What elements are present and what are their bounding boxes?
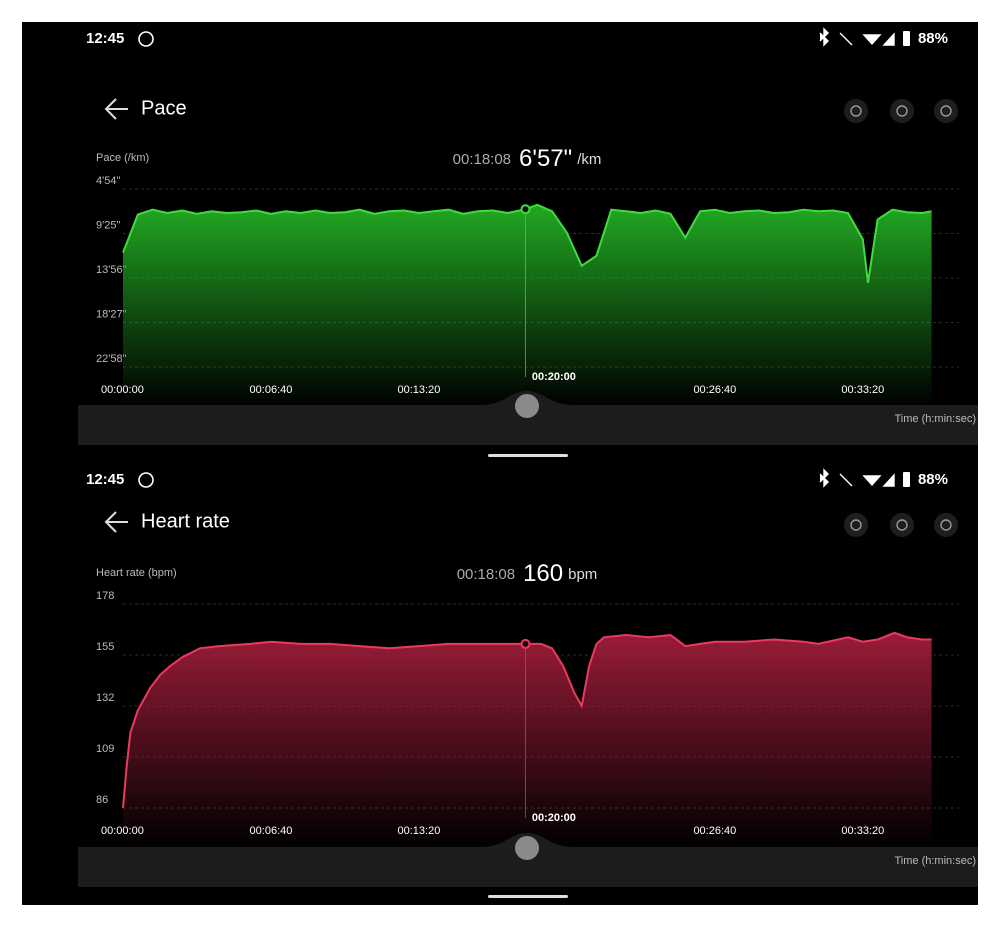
metric-toggle[interactable] (890, 513, 914, 537)
status-time: 12:45 (86, 471, 124, 488)
whatsapp-icon (138, 472, 154, 488)
x-tick-label: 00:26:40 (693, 825, 736, 837)
metric-toggle[interactable] (934, 513, 958, 537)
area-fill (123, 204, 932, 405)
status-icons (819, 27, 895, 47)
metric-toggle[interactable] (844, 99, 868, 123)
back-button[interactable] (104, 511, 128, 533)
y-tick-label: 178 (96, 590, 114, 602)
x-tick-label: 00:13:20 (398, 825, 441, 837)
series-line (122, 203, 932, 284)
back-button[interactable] (104, 98, 128, 120)
metric-toggle-glyph (850, 519, 862, 531)
metric-toggle-glyph (940, 105, 952, 117)
metric-toggle-glyph (896, 519, 908, 531)
whatsapp-icon (138, 31, 154, 47)
y-tick-label: 86 (96, 794, 108, 806)
metric-toggle[interactable] (844, 513, 868, 537)
metric-toggle-glyph (896, 105, 908, 117)
y-tick-label: 155 (96, 641, 114, 653)
x-tick-label: 00:33:20 (841, 384, 884, 396)
battery-icon (903, 31, 910, 46)
battery-level: 88% (918, 30, 948, 47)
y-tick-label: 22'58" (96, 353, 127, 365)
x-axis-label: Time (h:min:sec) (895, 413, 977, 425)
y-axis-label: Heart rate (bpm) (96, 567, 177, 579)
scrubber-knob[interactable] (515, 836, 539, 860)
x-tick-label: 00:00:00 (101, 384, 144, 396)
battery-icon (903, 472, 910, 487)
cursor-dot (520, 204, 531, 215)
readout-unit: /km (577, 151, 601, 168)
area-fill (123, 632, 932, 847)
series-line (122, 631, 932, 809)
readout-value: 6'57" (519, 145, 572, 172)
readout-unit: bpm (568, 566, 597, 583)
metric-toggle[interactable] (934, 99, 958, 123)
readout: 00:18:08 6'57" /km (453, 145, 602, 172)
screen-title: Pace (141, 97, 187, 119)
y-tick-label: 9'25" (96, 219, 120, 231)
y-axis-label: Pace (/km) (96, 152, 149, 164)
y-tick-label: 4'54" (96, 175, 120, 187)
cursor-dot (520, 638, 531, 649)
screen-title: Heart rate (141, 510, 230, 532)
y-tick-label: 132 (96, 692, 114, 704)
x-tick-label: 00:20:00 (532, 812, 576, 824)
status-time: 12:45 (86, 30, 124, 47)
status-icons (819, 468, 895, 488)
metric-toggle[interactable] (890, 99, 914, 123)
x-tick-label: 00:13:20 (398, 384, 441, 396)
readout: 00:18:08 160 bpm (457, 560, 598, 587)
y-tick-label: 18'27" (96, 308, 127, 320)
x-axis-label: Time (h:min:sec) (895, 855, 977, 867)
x-tick-label: 00:06:40 (250, 384, 293, 396)
x-tick-label: 00:26:40 (693, 384, 736, 396)
readout-time: 00:18:08 (453, 151, 511, 168)
metric-toggle-glyph (940, 519, 952, 531)
home-indicator (488, 895, 568, 898)
y-tick-label: 13'56" (96, 264, 127, 276)
readout-time: 00:18:08 (457, 566, 515, 583)
y-tick-label: 109 (96, 743, 114, 755)
readout-value: 160 (523, 560, 563, 587)
scrubber-knob[interactable] (515, 394, 539, 418)
x-tick-label: 00:33:20 (841, 825, 884, 837)
x-tick-label: 00:00:00 (101, 825, 144, 837)
battery-level: 88% (918, 471, 948, 488)
x-tick-label: 00:06:40 (250, 825, 293, 837)
metric-toggle-glyph (850, 105, 862, 117)
x-tick-label: 00:20:00 (532, 371, 576, 383)
home-indicator (488, 454, 568, 457)
